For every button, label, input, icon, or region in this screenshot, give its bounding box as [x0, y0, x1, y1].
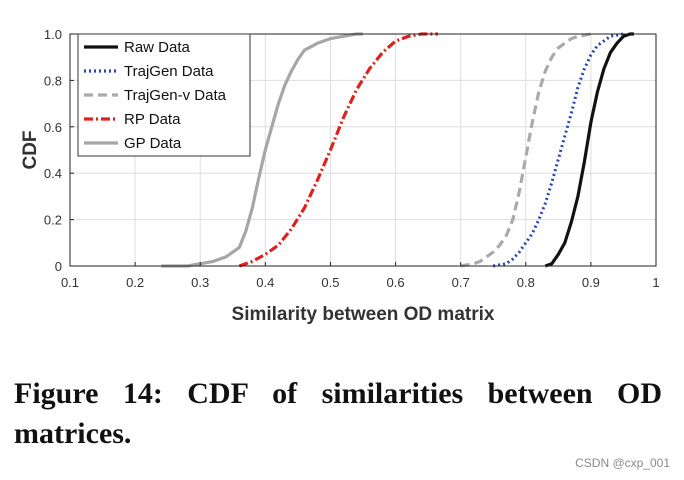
plot-frame — [69, 33, 657, 267]
figure-caption: Figure 14: CDF of similarities between O… — [14, 377, 662, 450]
legend-label-0: Raw Data — [124, 39, 191, 56]
x-tick-label: 0.3 — [191, 275, 209, 290]
x-axis-label: Similarity between OD matrix — [232, 304, 495, 325]
series-layer — [161, 32, 634, 268]
y-ticks: 0 0.2 0.4 0.6 0.8 1.0 — [44, 27, 74, 274]
y-tick-label: 1.0 — [44, 27, 62, 42]
series-line-2 — [460, 32, 592, 268]
y-tick-label: 0.6 — [44, 120, 62, 135]
x-tick-label: 0.7 — [452, 275, 470, 290]
y-tick-label: 0.2 — [44, 213, 62, 228]
legend: Raw Data TrajGen Data TrajGen-v Data RP Dat… — [77, 33, 251, 157]
y-axis-label: CDF — [20, 130, 41, 169]
y-tick-label: 0.4 — [44, 166, 62, 181]
x-tick-label: 0.6 — [387, 275, 405, 290]
x-tick-label: 0.9 — [582, 275, 600, 290]
x-tick-label: 0.2 — [126, 275, 144, 290]
legend-label-1: TrajGen Data — [124, 63, 214, 80]
x-tick-label: 0.5 — [321, 275, 339, 290]
x-ticks: 0.1 0.2 0.3 0.4 0.5 0.6 0.7 0.8 0.9 1 — [61, 262, 660, 290]
legend-label-2: TrajGen-v Data — [124, 87, 227, 104]
x-tick-label: 0.4 — [256, 275, 274, 290]
y-tick-label: 0.8 — [44, 73, 62, 88]
legend-label-4: GP Data — [124, 135, 182, 152]
y-tick-label: 0 — [55, 259, 62, 274]
cdf-chart: 0.1 0.2 0.3 0.4 0.5 0.6 0.7 0.8 0.9 1 00.20.40.60… — [20, 27, 660, 325]
legend-label-3: RP Data — [124, 111, 181, 128]
series-line-0 — [544, 32, 634, 268]
series-line-3 — [238, 32, 438, 268]
x-tick-label: 0.8 — [517, 275, 535, 290]
x-tick-label: 1 — [652, 275, 659, 290]
series-line-1 — [492, 32, 624, 268]
watermark: CSDN @cxp_001 — [575, 456, 670, 470]
x-tick-label: 0.1 — [61, 275, 79, 290]
series-line-4 — [161, 32, 363, 268]
